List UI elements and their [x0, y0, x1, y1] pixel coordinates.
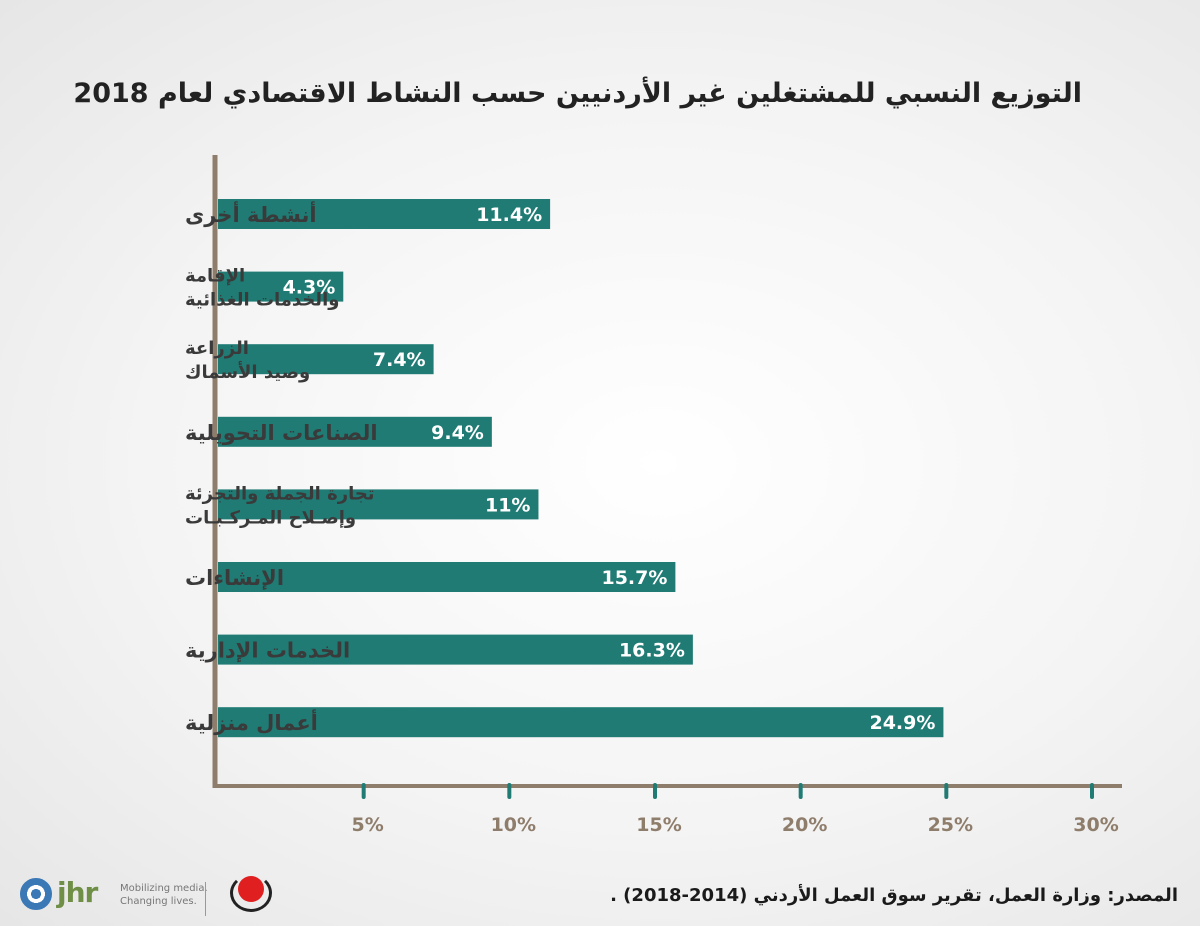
bar [218, 634, 693, 665]
bar [218, 271, 344, 302]
bar-value-label: 7.4% [373, 349, 426, 371]
bar-value-label: 9.4% [431, 422, 484, 444]
bar [218, 707, 944, 738]
x-tick-label: 30% [1073, 814, 1118, 836]
bar-value-label: 11% [485, 494, 530, 516]
bar [218, 344, 434, 375]
x-tick-label: 10% [491, 814, 536, 836]
category-label: الزراعة [185, 338, 249, 359]
category-label: وصيد الأسماك [185, 361, 310, 383]
category-label: تجارة الجملة والتجزئة [185, 483, 375, 504]
category-label: أعمال منزلية [185, 708, 318, 735]
category-label: الإقامة [185, 266, 245, 287]
bar-value-label: 24.9% [869, 712, 935, 734]
arc-icon [230, 874, 272, 912]
bar [218, 416, 492, 447]
x-tick-label: 15% [636, 814, 681, 836]
category-label: الإنشاءات [185, 566, 284, 590]
jhr-logo-tagline: Mobilizing media. Changing lives. [120, 883, 208, 907]
bar [218, 199, 551, 229]
category-label: أنشطة أخرى [185, 200, 317, 227]
bar [218, 562, 676, 592]
category-label: والخدمات الغذائية [185, 290, 339, 311]
jhr-logo-name: jhr [57, 876, 98, 909]
logo-divider [205, 882, 206, 916]
source-note: المصدر: وزارة العمل، تقرير سوق العمل الأ… [610, 885, 1178, 906]
category-label: الصناعات التحويلية [185, 421, 378, 445]
bar-value-label: 4.3% [283, 277, 336, 299]
category-label: الخدمات الإدارية [185, 639, 350, 663]
chart-title: التوزيع النسبي للمشتغلين غير الأردنيين ح… [73, 78, 1082, 109]
x-tick-label: 25% [928, 814, 973, 836]
category-label: وإصـلاح المـركـبـات [185, 507, 356, 528]
bar [218, 489, 539, 520]
bar-value-label: 15.7% [601, 567, 667, 589]
bar-value-label: 11.4% [476, 204, 542, 226]
globe-icon [20, 878, 52, 910]
x-tick-label: 5% [352, 814, 384, 836]
partner-logo [220, 860, 282, 918]
x-tick-label: 20% [782, 814, 827, 836]
bar-value-label: 16.3% [619, 640, 685, 662]
